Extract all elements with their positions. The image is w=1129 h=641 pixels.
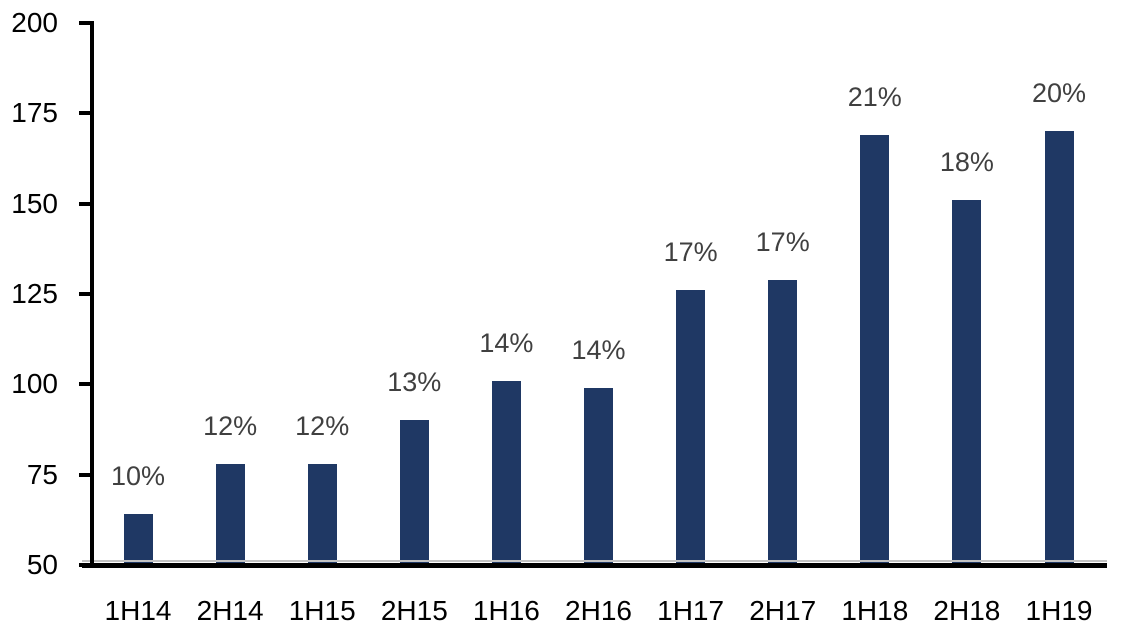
y-axis-tick (79, 382, 94, 387)
bar-2h16 (584, 387, 613, 565)
y-axis-tick (79, 292, 94, 296)
y-axis-label: 100 (11, 368, 58, 400)
bar-value-label: 21% (847, 82, 902, 112)
x-axis-label: 2H18 (933, 595, 1001, 626)
x-axis-label: 1H18 (841, 595, 909, 626)
bar-2h15 (399, 420, 429, 565)
bar-value-label: 13% (387, 367, 442, 398)
y-axis-label: 75 (26, 458, 58, 490)
y-axis-label: 150 (11, 187, 58, 219)
bar-value-label: 18% (939, 147, 994, 178)
bar-1h19 (1044, 131, 1074, 565)
bar-1h16 (491, 380, 521, 565)
bar-2h17 (768, 279, 798, 565)
bar-value-label: 17% (663, 237, 718, 268)
x-axis-label: 1H19 (1025, 595, 1093, 626)
y-axis-tick (79, 201, 94, 206)
y-axis-label: 50 (26, 549, 58, 580)
y-axis-label: 175 (11, 97, 58, 129)
x-axis-shadow-line (82, 560, 1107, 562)
bar-value-label: 10% (110, 461, 166, 492)
x-axis-label: 2H14 (196, 595, 264, 626)
bar-2h18 (952, 200, 982, 565)
x-axis-label: 2H17 (749, 595, 817, 626)
y-axis-tick (79, 563, 94, 567)
bar-value-label: 12% (203, 410, 258, 441)
y-axis-label: 125 (11, 278, 58, 309)
bar-value-label: 14% (571, 334, 626, 365)
y-axis-label: 200 (11, 7, 58, 38)
x-axis-label: 1H17 (657, 595, 725, 626)
x-axis-label: 2H16 (565, 595, 632, 626)
bar-1h14 (123, 514, 153, 565)
x-axis-line (82, 563, 1107, 568)
bar-2h14 (215, 463, 245, 565)
y-axis-tick (79, 111, 94, 116)
bar-1h18 (860, 135, 890, 565)
bar-value-label: 17% (755, 226, 810, 257)
y-axis-tick (79, 472, 94, 477)
x-axis-label: 2H15 (380, 595, 448, 626)
bar-1h15 (307, 463, 337, 565)
x-axis-label: 1H16 (472, 595, 540, 626)
bar-1h17 (676, 290, 706, 565)
bar-value-label: 14% (479, 327, 534, 358)
bar-value-label: 12% (295, 410, 350, 441)
y-axis-tick (79, 21, 94, 25)
x-axis-label: 1H15 (288, 595, 356, 626)
x-axis-label: 1H14 (104, 595, 172, 626)
bar-value-label: 20% (1031, 78, 1087, 109)
